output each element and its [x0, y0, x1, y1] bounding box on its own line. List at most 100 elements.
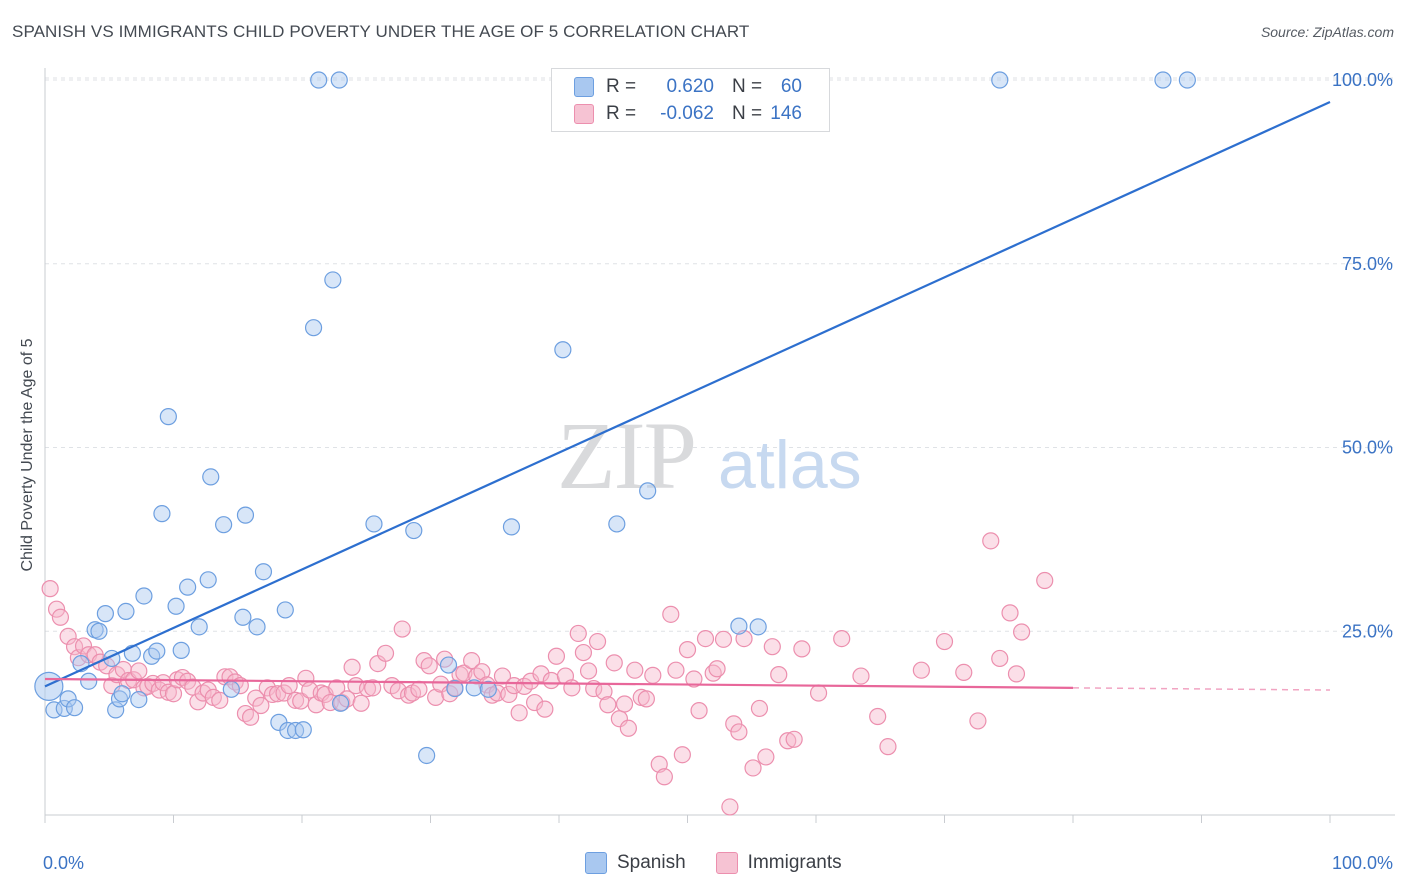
- immigrants-point: [655, 768, 673, 786]
- immigrants-point: [130, 662, 148, 680]
- immigrants-point: [912, 661, 930, 679]
- spanish-points: [34, 71, 1196, 765]
- immigrants-point: [563, 679, 581, 697]
- tick-labels: 25.0% 50.0% 75.0% 100.0% 0.0% 100.0%: [43, 70, 1393, 873]
- immigrants-point: [1001, 604, 1019, 622]
- spanish-point: [96, 605, 114, 623]
- spanish-point: [276, 601, 294, 619]
- r-value: 0.620: [666, 76, 714, 97]
- spanish-trend-line: [44, 101, 1331, 688]
- spanish-point: [439, 656, 458, 674]
- spanish-point: [179, 578, 197, 596]
- spanish-point: [113, 685, 131, 703]
- immigrants-point: [626, 661, 644, 679]
- immigrants-point: [463, 652, 481, 670]
- spanish-point: [1154, 71, 1172, 89]
- immigrants-point: [690, 702, 708, 720]
- watermark-atlas: atlas: [718, 427, 862, 503]
- immigrants-point: [991, 649, 1009, 668]
- immigrants-trend-line: [44, 677, 1074, 689]
- immigrants-point: [47, 600, 66, 618]
- spanish-point: [405, 521, 423, 540]
- spanish-point: [90, 622, 108, 640]
- y-tick-label: 75.0%: [1342, 254, 1393, 274]
- spanish-point: [608, 515, 626, 533]
- spanish-point: [80, 672, 98, 690]
- immigrants-point: [744, 759, 762, 777]
- trend-lines: [44, 101, 1331, 691]
- immigrants-point: [343, 658, 361, 676]
- n-value: 60: [780, 76, 802, 97]
- immigrants-point: [579, 662, 598, 680]
- spanish-point: [465, 679, 483, 697]
- immigrants-point: [667, 661, 685, 679]
- immigrants-point: [730, 723, 748, 741]
- immigrants-point: [364, 679, 382, 697]
- immigrants-point: [455, 664, 473, 682]
- spanish-point: [324, 271, 342, 289]
- y-tick-label: 50.0%: [1342, 438, 1393, 458]
- immigrants-swatch: [574, 104, 594, 124]
- immigrants-point: [574, 643, 593, 662]
- immigrants-point: [615, 695, 634, 713]
- spanish-point: [167, 597, 185, 615]
- spanish-point: [34, 671, 64, 701]
- immigrants-point: [785, 730, 803, 748]
- spanish-point: [1178, 71, 1196, 89]
- immigrants-point: [982, 532, 1000, 550]
- spanish-point: [446, 679, 464, 698]
- spanish-point: [199, 571, 217, 589]
- spanish-point: [294, 721, 312, 739]
- immigrants-point: [286, 691, 305, 709]
- spanish-point: [554, 341, 572, 359]
- immigrants-swatch: [715, 852, 738, 874]
- immigrants-point: [74, 637, 93, 655]
- immigrants-trend-extension: [1072, 687, 1331, 691]
- immigrants-point: [525, 693, 544, 712]
- immigrants-point: [869, 707, 887, 726]
- immigrants-point: [252, 696, 270, 715]
- spanish-point: [502, 518, 521, 536]
- spanish-point: [215, 516, 233, 534]
- immigrants-point: [696, 629, 715, 648]
- immigrants-point: [154, 674, 172, 692]
- spanish-point: [172, 641, 190, 659]
- immigrants-point: [809, 684, 828, 702]
- immigrants-point: [955, 663, 973, 682]
- r-label: R =: [606, 76, 637, 97]
- r-value: -0.062: [660, 103, 714, 124]
- immigrants-point: [793, 640, 811, 658]
- spanish-swatch: [574, 77, 594, 97]
- spanish-point: [749, 618, 767, 636]
- immigrants-point: [619, 719, 637, 737]
- immigrants-point: [189, 693, 207, 711]
- spanish-point: [117, 602, 135, 621]
- watermark-zip: ZIP: [557, 402, 695, 509]
- spanish-point: [639, 482, 657, 500]
- immigrants-point: [637, 690, 655, 708]
- immigrants-point: [708, 660, 726, 678]
- spanish-point: [331, 694, 350, 712]
- immigrants-point: [65, 638, 84, 656]
- immigrants-point: [352, 694, 370, 712]
- immigrants-point: [493, 667, 512, 685]
- watermark: ZIP atlas: [557, 402, 862, 509]
- immigrants-point: [757, 748, 775, 766]
- immigrants-point: [211, 691, 229, 709]
- immigrants-point: [536, 700, 554, 718]
- spanish-point: [65, 699, 84, 717]
- immigrants-point: [427, 688, 445, 707]
- spanish-point: [202, 468, 220, 486]
- spanish-point: [418, 746, 436, 765]
- immigrants-point: [721, 798, 739, 816]
- legend-item-spanish: Spanish: [585, 852, 686, 874]
- immigrants-point: [1007, 665, 1026, 683]
- immigrants-point: [678, 641, 697, 659]
- spanish-point: [254, 563, 273, 581]
- immigrants-points: [41, 532, 1054, 816]
- immigrants-point: [1036, 571, 1054, 590]
- spanish-point: [310, 71, 328, 89]
- immigrants-point: [41, 580, 59, 598]
- immigrants-point: [662, 605, 680, 623]
- immigrants-point: [410, 680, 428, 698]
